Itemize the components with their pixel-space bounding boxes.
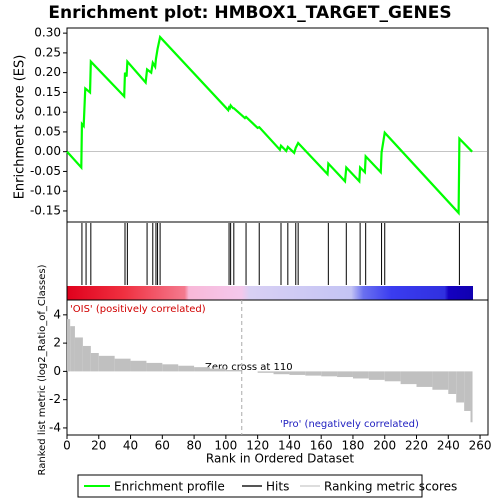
metric-bar [162,364,179,372]
metric-bar [400,371,417,385]
y-tick-label: 0.10 [34,105,61,119]
x-tick-label: 100 [214,439,237,453]
y-tick-label: 0.20 [34,65,61,79]
metric-bar [257,371,274,373]
metric-bar [67,319,71,372]
metric-bar [98,355,115,372]
y-tick-label: 0.05 [34,124,61,138]
y-tick-label: 2 [53,336,61,350]
metric-bar [352,371,369,379]
x-tick-label: 120 [246,439,269,453]
color-bar [67,286,473,300]
negative-label: 'Pro' (negatively correlated) [280,419,419,430]
x-tick-label: 260 [469,439,492,453]
x-tick-label: 140 [278,439,301,453]
es-line [66,34,473,216]
y-tick-label: 0.30 [34,26,61,40]
metric-bar [90,353,99,372]
metric-bar [146,362,163,372]
legend-label: Ranking metric scores [324,480,457,494]
y-tick-label: 0.25 [34,45,61,59]
y-tick-label: -2 [49,392,61,406]
metric-bar [194,367,210,372]
metric-bar [368,371,385,380]
x-tick-label: 60 [155,439,170,453]
x-tick-label: 200 [373,439,396,453]
metric-bar [82,345,91,372]
metric-bar [70,326,75,372]
metric-bar [456,371,465,403]
plot-frame [66,27,489,436]
x-tick-label: 0 [63,439,71,453]
metric-bar [130,360,147,372]
metric-bar [448,371,457,395]
metric-bar [289,371,306,375]
y-axis-label: Ranked list metric (log2_Ratio_of_Classe… [37,264,48,475]
y-tick-label: 0 [53,364,61,378]
chart-title: Enrichment plot: HMBOX1_TARGET_GENES [48,3,451,23]
metric-bar [464,371,471,411]
x-tick-label: 20 [91,439,106,453]
metric-bar [470,371,473,423]
x-tick-label: 240 [437,439,460,453]
x-tick-label: 160 [310,439,333,453]
metric-bar [225,369,242,372]
x-tick-label: 220 [405,439,428,453]
y-tick-label: 0.15 [34,85,61,99]
zero-cross-label: Zero cross at 110 [205,362,293,373]
legend-label: Enrichment profile [114,480,225,494]
x-tick-label: 40 [123,439,138,453]
y-tick-label: 0.00 [34,144,61,158]
y-tick-label: -4 [49,420,61,434]
y-tick-label: 4 [53,307,61,321]
x-tick-label: 180 [342,439,365,453]
metric-bar [432,371,449,390]
metric-bar [209,368,226,372]
y-tick-label: -0.15 [30,203,61,217]
metric-bar [74,337,83,372]
metric-bar [384,371,401,382]
metric-bar [178,365,195,372]
x-tick-label: 80 [186,439,201,453]
metric-bar [416,371,433,387]
y-axis-label: Enrichment score (ES) [13,55,28,200]
metric-bar [114,358,131,372]
y-tick-label: -0.10 [30,184,61,198]
metric-bar [305,371,322,376]
y-tick-label: -0.05 [30,164,61,178]
metric-bar [337,371,353,378]
x-axis-label: Rank in Ordered Dataset [206,452,354,466]
metric-bar [273,371,290,375]
metric-bar [321,371,338,377]
legend-label: Hits [266,480,289,494]
positive-label: 'OIS' (positively correlated) [70,304,206,315]
